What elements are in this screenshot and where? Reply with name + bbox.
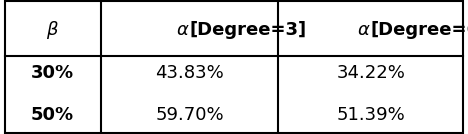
Text: [Degree=6]: [Degree=6] [371, 21, 468, 39]
Text: [Degree=3]: [Degree=3] [190, 21, 307, 39]
Text: 30%: 30% [31, 64, 74, 82]
Text: 50%: 50% [31, 106, 74, 124]
Text: $\alpha$: $\alpha$ [176, 21, 190, 39]
Text: 51.39%: 51.39% [336, 106, 405, 124]
Text: $\alpha$: $\alpha$ [357, 21, 371, 39]
Text: 34.22%: 34.22% [336, 64, 405, 82]
Text: $\beta$: $\beta$ [46, 19, 59, 41]
Text: 43.83%: 43.83% [155, 64, 224, 82]
Text: 59.70%: 59.70% [155, 106, 224, 124]
